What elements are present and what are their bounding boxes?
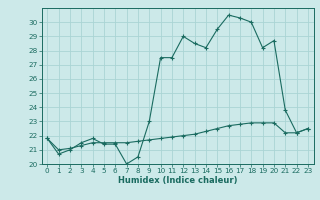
X-axis label: Humidex (Indice chaleur): Humidex (Indice chaleur) xyxy=(118,176,237,185)
